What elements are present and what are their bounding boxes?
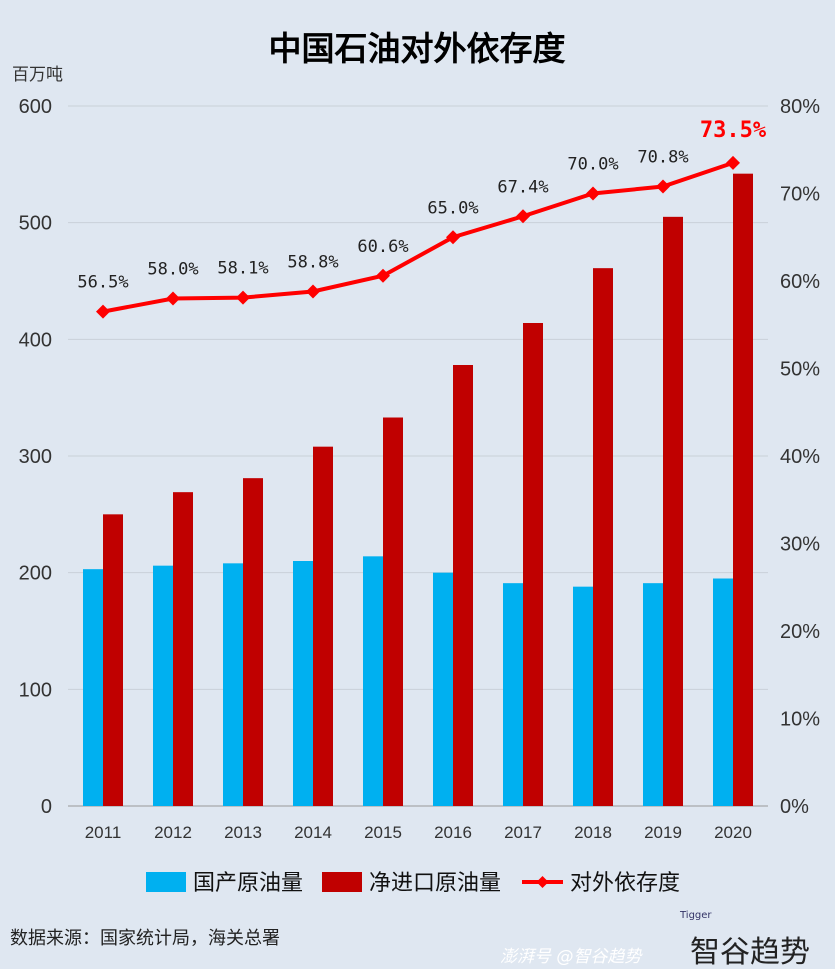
- watermark: Tigger 智谷趋势 澎湃号 @智谷趋势: [500, 910, 810, 969]
- dependency-data-label: 70.8%: [637, 148, 688, 168]
- bar-domestic: [433, 572, 453, 806]
- bar-import: [593, 268, 613, 807]
- bar-import: [103, 514, 123, 806]
- dependency-marker: [376, 268, 390, 283]
- right-tick-label: 60%: [780, 271, 820, 293]
- left-tick-label: 600: [19, 96, 52, 118]
- bar-domestic: [573, 586, 593, 806]
- legend-label-domestic: 国产原油量: [193, 871, 303, 896]
- source-note: 数据来源：国家统计局，海关总署: [10, 928, 280, 949]
- right-tick-label: 40%: [780, 446, 820, 468]
- left-tick-label: 100: [19, 679, 52, 701]
- right-tick-label: 10%: [780, 709, 820, 731]
- dependency-line: 56.5% 58.0% 58.1% 58.8% 60.6% 65.0% 67.4% 70.0%…: [77, 118, 767, 319]
- dependency-data-label: 60.6%: [357, 237, 408, 257]
- dependency-marker: [516, 209, 530, 224]
- dependency-marker: [446, 230, 460, 245]
- x-tick-label: 2018: [574, 823, 612, 842]
- bar-import: [383, 417, 403, 806]
- dependency-data-label: 65.0%: [427, 198, 478, 218]
- legend: 国产原油量 净进口原油量 对外依存度: [146, 871, 680, 896]
- right-tick-label: 80%: [780, 96, 820, 118]
- x-tick-label: 2011: [85, 823, 122, 842]
- left-tick-label: 500: [19, 213, 52, 235]
- dependency-marker: [586, 186, 600, 201]
- right-axis-ticks: 0% 10% 20% 30% 40% 50% 60% 70% 80%: [780, 96, 820, 818]
- watermark-logo: 智谷趋势: [690, 935, 810, 969]
- bar-domestic: [83, 569, 103, 806]
- bar-import: [173, 492, 193, 806]
- dependency-data-label: 67.4%: [497, 177, 548, 197]
- bar-import: [663, 216, 683, 807]
- bar-import: [523, 323, 543, 806]
- right-tick-label: 20%: [780, 621, 820, 643]
- dependency-data-label: 70.0%: [567, 155, 618, 175]
- dependency-line-path: [102, 160, 734, 314]
- bar-domestic: [223, 563, 243, 806]
- right-tick-label: 50%: [780, 359, 820, 381]
- bar-domestic: [293, 561, 313, 806]
- bar-import: [453, 365, 473, 806]
- right-tick-label: 0%: [780, 796, 809, 818]
- dependency-data-label: 58.8%: [287, 253, 338, 273]
- legend-marker-dependency: [536, 876, 549, 888]
- dependency-data-label: 58.1%: [217, 259, 268, 279]
- x-tick-label: 2019: [644, 823, 682, 842]
- bars: [83, 173, 753, 807]
- right-tick-label: 30%: [780, 534, 820, 556]
- bar-import: [313, 446, 333, 806]
- dependency-data-label: 73.5%: [700, 118, 767, 143]
- bar-domestic: [153, 565, 173, 806]
- legend-swatch-import: [322, 872, 362, 892]
- x-tick-label: 2020: [714, 823, 752, 842]
- left-tick-label: 200: [19, 563, 52, 585]
- dependency-marker: [166, 291, 180, 306]
- x-axis-ticks: 2011 2012 2013 2014 2015 2016 2017 2018 2019 2020: [85, 823, 752, 842]
- dependency-marker: [726, 155, 740, 170]
- watermark-logo-small: Tigger: [679, 910, 712, 921]
- x-tick-label: 2017: [504, 823, 542, 842]
- left-axis-ticks: 0 100 200 300 400 500 600: [19, 96, 52, 818]
- legend-label-import: 净进口原油量: [369, 871, 501, 896]
- left-tick-label: 0: [41, 796, 52, 818]
- x-tick-label: 2016: [434, 823, 472, 842]
- left-axis-unit: 百万吨: [12, 65, 63, 84]
- x-tick-label: 2014: [294, 823, 332, 842]
- left-tick-label: 400: [19, 329, 52, 351]
- bar-import: [733, 173, 753, 806]
- dependency-marker: [306, 284, 320, 299]
- legend-swatch-domestic: [146, 872, 186, 892]
- dependency-marker: [96, 304, 110, 319]
- dependency-data-label: 56.5%: [77, 273, 128, 293]
- dependency-marker: [656, 179, 670, 194]
- dependency-marker: [236, 290, 250, 305]
- bar-domestic: [503, 583, 523, 806]
- x-tick-label: 2015: [364, 823, 402, 842]
- left-tick-label: 300: [19, 446, 52, 468]
- dependency-data-label: 58.0%: [147, 260, 198, 280]
- x-tick-label: 2012: [154, 823, 192, 842]
- bar-domestic: [363, 556, 383, 806]
- chart-title: 中国石油对外依存度: [269, 29, 566, 68]
- watermark-platform: 澎湃号 @智谷趋势: [500, 947, 643, 967]
- bar-domestic: [643, 583, 663, 806]
- x-tick-label: 2013: [224, 823, 262, 842]
- bar-import: [243, 478, 263, 806]
- bar-domestic: [713, 578, 733, 806]
- legend-label-dependency: 对外依存度: [570, 871, 680, 896]
- right-tick-label: 70%: [780, 184, 820, 206]
